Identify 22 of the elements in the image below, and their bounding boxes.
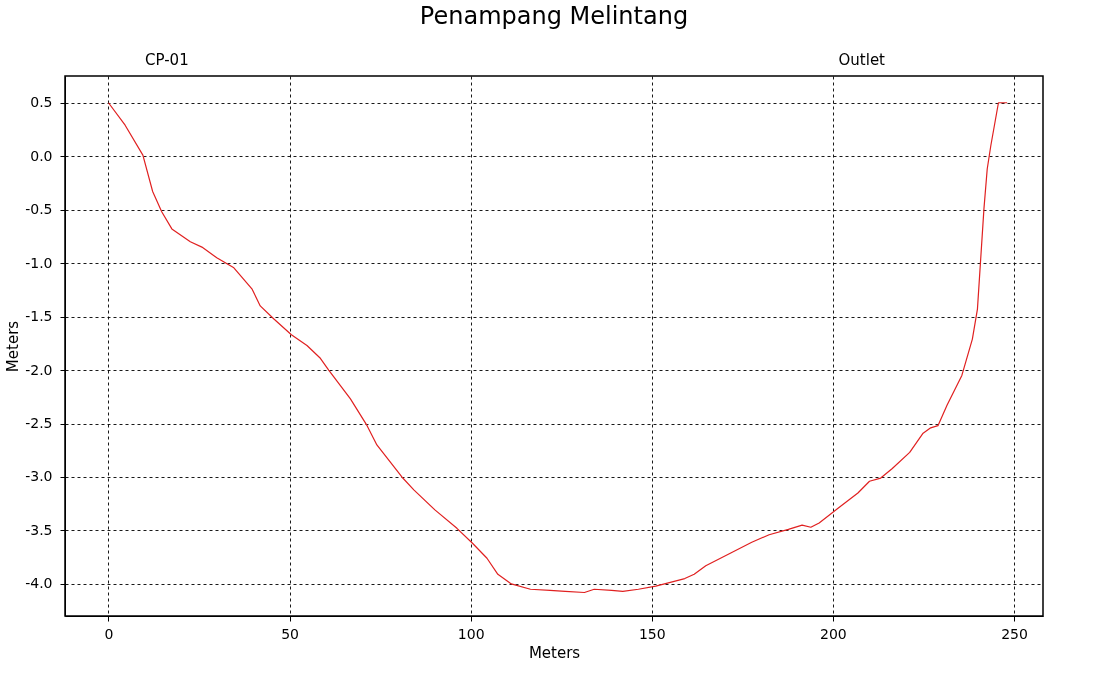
x-tick-label: 100 [457, 625, 485, 642]
x-tick-label: 0 [104, 625, 114, 642]
line-series [107, 102, 1008, 594]
y-tick-label: -3.0 [25, 468, 53, 485]
x-axis-title: Meters [528, 643, 581, 662]
y-tick-label: -4.0 [25, 575, 53, 592]
x-tick-label: 150 [638, 625, 666, 642]
y-axis-title: Meters [4, 320, 23, 373]
y-tick-label: -1.5 [25, 308, 53, 325]
y-tick-label: -3.5 [25, 521, 53, 538]
text: CP-01 [145, 51, 189, 69]
y-tick-label: 0.5 [30, 94, 53, 111]
y-tick-label: -2.0 [25, 361, 53, 378]
chart-title: Penampang Melintang [419, 2, 689, 30]
y-tick-label: -2.5 [25, 415, 53, 432]
x-tick-label: 50 [281, 625, 299, 642]
x-tick-label: 200 [820, 625, 847, 642]
x-tick-label: 250 [1001, 625, 1028, 642]
text: Outlet [838, 51, 886, 69]
y-tick-label: -1.0 [25, 254, 53, 271]
y-tick-label: 0.0 [30, 147, 53, 164]
y-tick-label: -0.5 [25, 201, 53, 218]
